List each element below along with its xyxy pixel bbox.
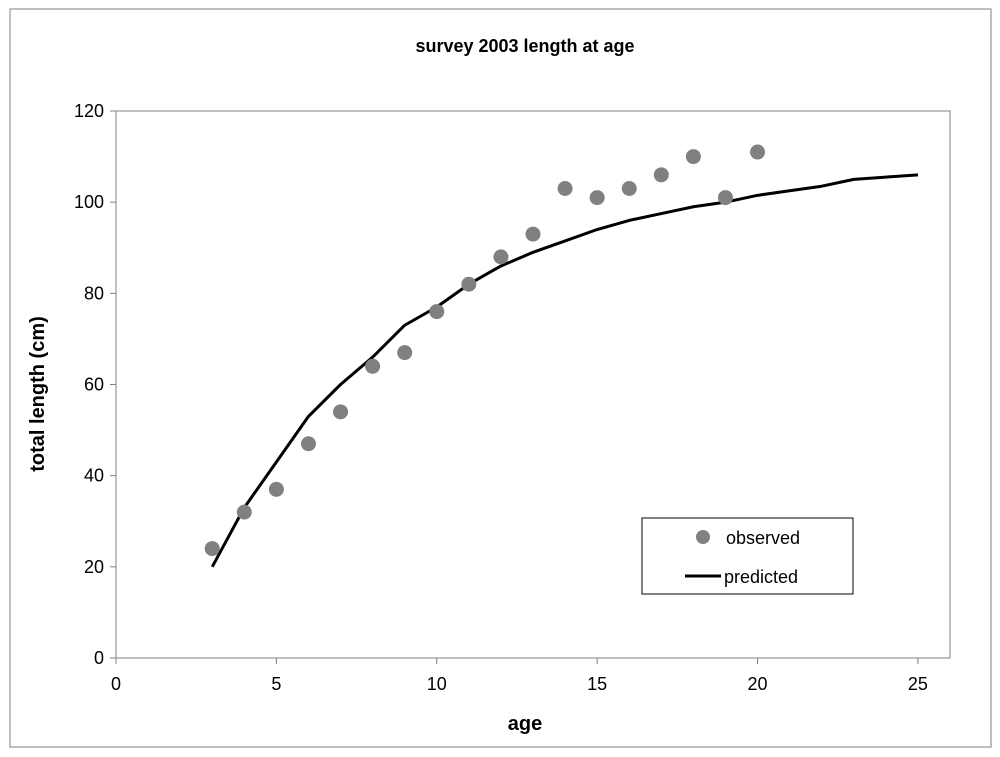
observed-point [300, 436, 316, 452]
observed-point [365, 358, 381, 374]
y-axis: 0 20 40 60 80 100 120 [74, 101, 116, 668]
x-tick-label: 0 [111, 674, 121, 694]
x-tick-label: 5 [271, 674, 281, 694]
observed-point [621, 180, 637, 196]
y-tick-label: 60 [84, 375, 104, 395]
observed-point [461, 276, 477, 292]
y-axis-label: total length (cm) [27, 316, 49, 472]
x-tick-label: 15 [587, 674, 607, 694]
observed-point [525, 226, 541, 242]
x-axis: 0 5 10 15 20 25 [111, 658, 928, 694]
observed-point [589, 190, 605, 206]
y-tick-label: 100 [74, 192, 104, 212]
x-tick-label: 20 [748, 674, 768, 694]
observed-point [268, 481, 284, 497]
legend-observed-marker [696, 530, 710, 544]
legend-box [641, 517, 854, 595]
observed-point [333, 404, 349, 420]
y-tick-label: 80 [84, 283, 104, 303]
y-tick-label: 0 [94, 648, 104, 668]
predicted-line [210, 173, 919, 568]
y-tick-label: 20 [84, 557, 104, 577]
observed-point [429, 304, 445, 320]
observed-point [236, 504, 252, 520]
observed-point [204, 541, 220, 557]
x-tick-label: 10 [427, 674, 447, 694]
y-tick-label: 40 [84, 466, 104, 486]
series-layer [204, 144, 919, 568]
chart-title: survey 2003 length at age [415, 36, 634, 56]
observed-point [397, 345, 413, 361]
observed-point [653, 167, 669, 183]
observed-point [685, 149, 701, 165]
y-tick-label: 120 [74, 101, 104, 121]
legend-predicted-label: predicted [724, 567, 798, 587]
observed-point [750, 144, 766, 160]
observed-point [493, 249, 509, 265]
observed-point [717, 190, 733, 206]
x-tick-label: 25 [908, 674, 928, 694]
x-axis-label: age [508, 713, 542, 735]
legend: observed predicted [641, 517, 854, 595]
legend-observed-label: observed [726, 528, 800, 548]
observed-point [557, 180, 573, 196]
